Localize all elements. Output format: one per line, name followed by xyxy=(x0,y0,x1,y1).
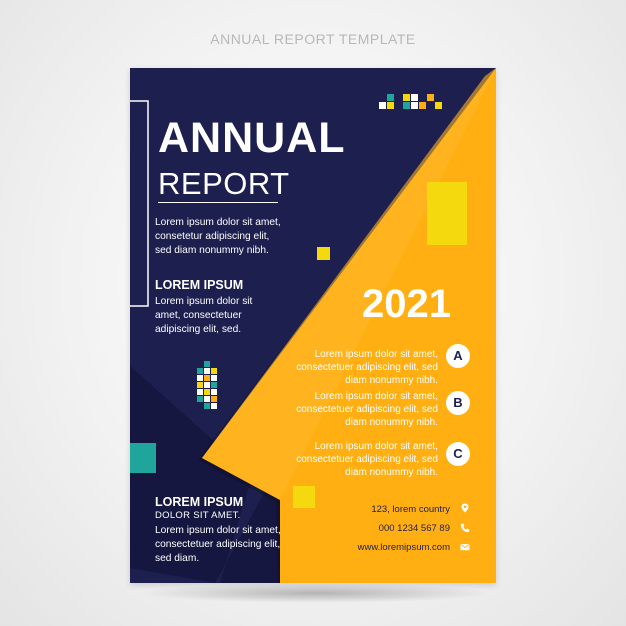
section1-line: amet, consectetuer xyxy=(155,310,242,321)
contact-website: www.loremipsum.com xyxy=(357,542,450,553)
section2-subheading: DOLOR SIT AMET. xyxy=(155,510,241,521)
section1-heading: LOREM IPSUM xyxy=(155,278,244,292)
item-line: diam nonummy nibh. xyxy=(345,375,438,386)
item-line: consectetuer adipiscing elit, sed xyxy=(296,454,438,465)
intro-line: consetetur adipiscing elit, xyxy=(155,231,270,242)
title-line-1: ANNUAL xyxy=(158,114,346,162)
section2-line: consectetuer adipiscing elit, xyxy=(155,539,281,550)
yellow-square-small xyxy=(317,247,330,260)
pixel-pattern-top xyxy=(379,94,442,109)
title-underline xyxy=(158,202,278,203)
section1-line: Lorem ipsum dolor sit xyxy=(155,296,253,307)
item-line: diam nonummy nibh. xyxy=(345,467,438,478)
section2-line: Lorem ipsum dolor sit amet, xyxy=(155,525,281,536)
item-badge-c: C xyxy=(446,442,470,466)
item-badge-b: B xyxy=(446,391,470,415)
item-line: consectetuer adipiscing elit, sed xyxy=(296,362,438,373)
section1-line: adipiscing elit, sed. xyxy=(155,324,242,335)
item-text-a: Lorem ipsum dolor sit amet, consectetuer… xyxy=(248,348,438,387)
yellow-block-large xyxy=(427,182,467,245)
report-year: 2021 xyxy=(362,282,451,326)
item-badge-a: A xyxy=(446,344,470,368)
yellow-square-bottom xyxy=(293,486,315,508)
section2-paragraph: Lorem ipsum dolor sit amet, consectetuer… xyxy=(155,524,281,566)
item-text-c: Lorem ipsum dolor sit amet, consectetuer… xyxy=(248,440,438,479)
item-line: Lorem ipsum dolor sit amet, xyxy=(314,349,438,360)
phone-icon xyxy=(460,523,470,533)
report-cover: ANNUAL REPORT Lorem ipsum dolor sit amet… xyxy=(130,68,496,583)
contact-phone: 000 1234 567 89 xyxy=(378,523,450,534)
item-line: consectetuer adipiscing elit, sed xyxy=(296,404,438,415)
intro-paragraph: Lorem ipsum dolor sit amet, consetetur a… xyxy=(155,216,281,258)
title-line-2: REPORT xyxy=(158,166,290,201)
document-shadow xyxy=(140,583,492,603)
bracket-frame xyxy=(130,100,149,307)
item-line: diam nonummy nibh. xyxy=(345,417,438,428)
section2-line: sed diam. xyxy=(155,553,200,564)
item-text-b: Lorem ipsum dolor sit amet, consectetuer… xyxy=(248,390,438,429)
item-line: Lorem ipsum dolor sit amet, xyxy=(314,391,438,402)
intro-line: Lorem ipsum dolor sit amet, xyxy=(155,217,281,228)
contact-address: 123, lorem country xyxy=(371,504,450,515)
page-caption: ANNUAL REPORT TEMPLATE xyxy=(210,31,416,47)
location-pin-icon xyxy=(461,503,469,513)
item-line: Lorem ipsum dolor sit amet, xyxy=(314,441,438,452)
section2-heading: LOREM IPSUM xyxy=(155,495,244,509)
section1-paragraph: Lorem ipsum dolor sit amet, consectetuer… xyxy=(155,295,252,337)
intro-line: sed diam nonummy nibh. xyxy=(155,245,269,256)
envelope-icon xyxy=(460,543,470,551)
pixel-pattern-middle xyxy=(197,361,217,409)
cover-background xyxy=(130,68,496,583)
teal-block xyxy=(130,443,156,473)
